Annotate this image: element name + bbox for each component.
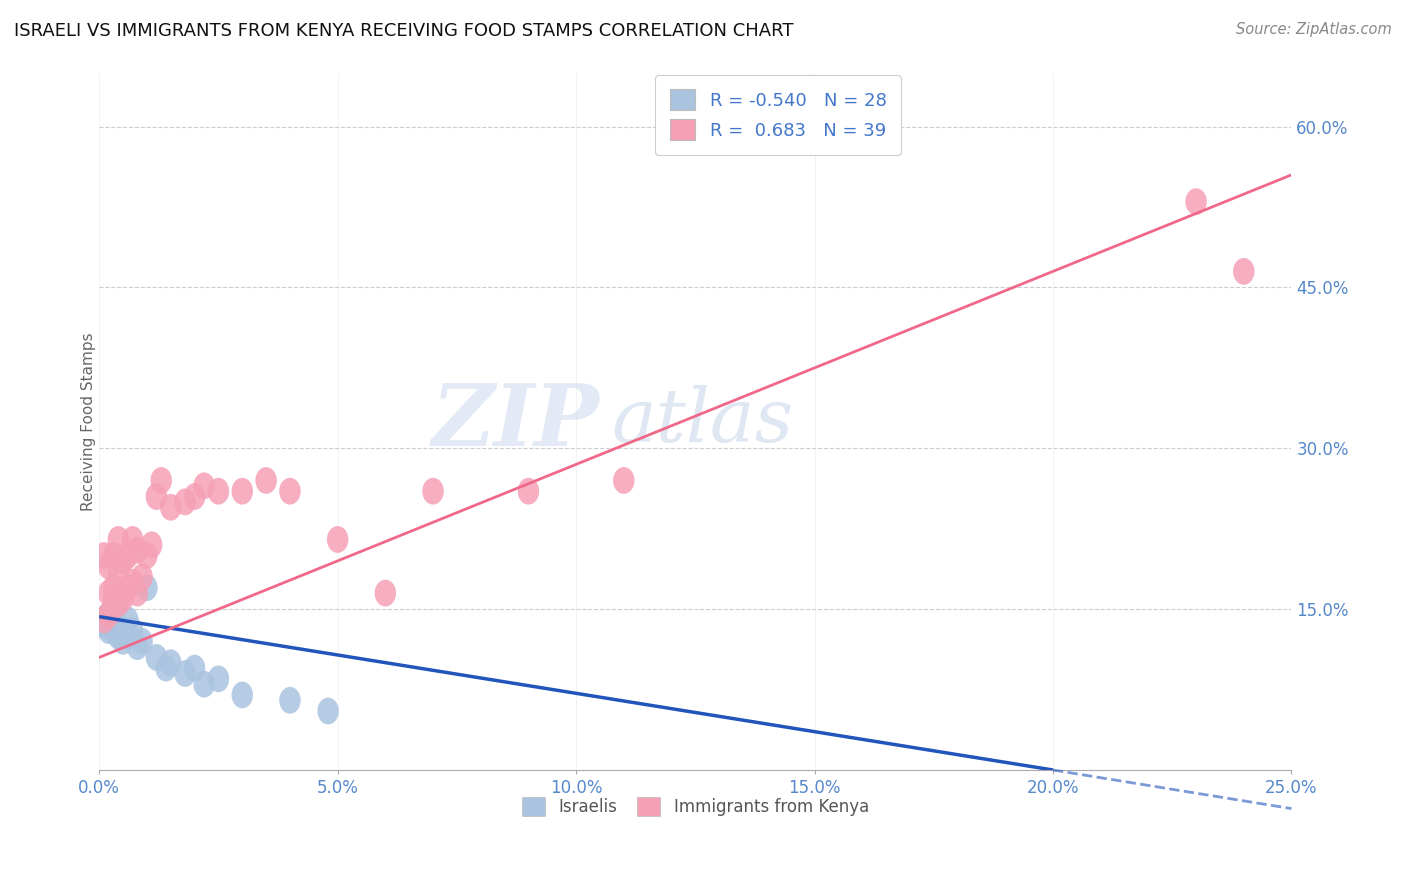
- Ellipse shape: [107, 612, 129, 639]
- Ellipse shape: [184, 483, 205, 510]
- Ellipse shape: [256, 467, 277, 494]
- Ellipse shape: [103, 542, 124, 569]
- Ellipse shape: [150, 467, 172, 494]
- Ellipse shape: [131, 564, 153, 591]
- Text: atlas: atlas: [612, 385, 794, 458]
- Ellipse shape: [112, 548, 134, 574]
- Ellipse shape: [194, 473, 215, 500]
- Ellipse shape: [280, 687, 301, 714]
- Ellipse shape: [98, 617, 120, 644]
- Legend: Israelis, Immigrants from Kenya: Israelis, Immigrants from Kenya: [513, 789, 877, 824]
- Ellipse shape: [93, 607, 115, 633]
- Ellipse shape: [93, 612, 115, 639]
- Text: Source: ZipAtlas.com: Source: ZipAtlas.com: [1236, 22, 1392, 37]
- Ellipse shape: [107, 558, 129, 585]
- Ellipse shape: [613, 467, 634, 494]
- Ellipse shape: [122, 526, 143, 553]
- Ellipse shape: [1185, 188, 1206, 215]
- Ellipse shape: [318, 698, 339, 724]
- Ellipse shape: [127, 537, 148, 564]
- Ellipse shape: [232, 681, 253, 708]
- Ellipse shape: [117, 607, 139, 633]
- Ellipse shape: [208, 478, 229, 505]
- Ellipse shape: [146, 483, 167, 510]
- Ellipse shape: [117, 542, 139, 569]
- Ellipse shape: [98, 601, 120, 628]
- Ellipse shape: [232, 478, 253, 505]
- Ellipse shape: [174, 660, 195, 687]
- Ellipse shape: [328, 526, 349, 553]
- Ellipse shape: [127, 580, 148, 607]
- Ellipse shape: [174, 489, 195, 516]
- Ellipse shape: [112, 585, 134, 612]
- Ellipse shape: [103, 574, 124, 601]
- Ellipse shape: [517, 478, 538, 505]
- Ellipse shape: [107, 623, 129, 649]
- Ellipse shape: [146, 644, 167, 671]
- Ellipse shape: [136, 574, 157, 601]
- Ellipse shape: [280, 478, 301, 505]
- Ellipse shape: [122, 569, 143, 596]
- Ellipse shape: [141, 532, 163, 558]
- Ellipse shape: [117, 574, 139, 601]
- Ellipse shape: [136, 542, 157, 569]
- Ellipse shape: [194, 671, 215, 698]
- Ellipse shape: [374, 580, 396, 607]
- Text: ISRAELI VS IMMIGRANTS FROM KENYA RECEIVING FOOD STAMPS CORRELATION CHART: ISRAELI VS IMMIGRANTS FROM KENYA RECEIVI…: [14, 22, 793, 40]
- Text: ZIP: ZIP: [432, 380, 600, 463]
- Ellipse shape: [93, 607, 115, 633]
- Y-axis label: Receiving Food Stamps: Receiving Food Stamps: [80, 332, 96, 511]
- Ellipse shape: [98, 580, 120, 607]
- Ellipse shape: [112, 617, 134, 644]
- Ellipse shape: [98, 553, 120, 580]
- Ellipse shape: [1233, 258, 1254, 285]
- Ellipse shape: [93, 542, 115, 569]
- Ellipse shape: [127, 633, 148, 660]
- Ellipse shape: [107, 526, 129, 553]
- Ellipse shape: [131, 628, 153, 655]
- Ellipse shape: [208, 665, 229, 692]
- Ellipse shape: [122, 617, 143, 644]
- Ellipse shape: [155, 655, 177, 681]
- Ellipse shape: [103, 585, 124, 612]
- Ellipse shape: [98, 601, 120, 628]
- Ellipse shape: [103, 617, 124, 644]
- Ellipse shape: [117, 623, 139, 649]
- Ellipse shape: [107, 591, 129, 617]
- Ellipse shape: [160, 649, 181, 676]
- Ellipse shape: [160, 494, 181, 521]
- Ellipse shape: [422, 478, 444, 505]
- Ellipse shape: [98, 612, 120, 639]
- Ellipse shape: [184, 655, 205, 681]
- Ellipse shape: [103, 596, 124, 623]
- Ellipse shape: [103, 607, 124, 633]
- Ellipse shape: [112, 628, 134, 655]
